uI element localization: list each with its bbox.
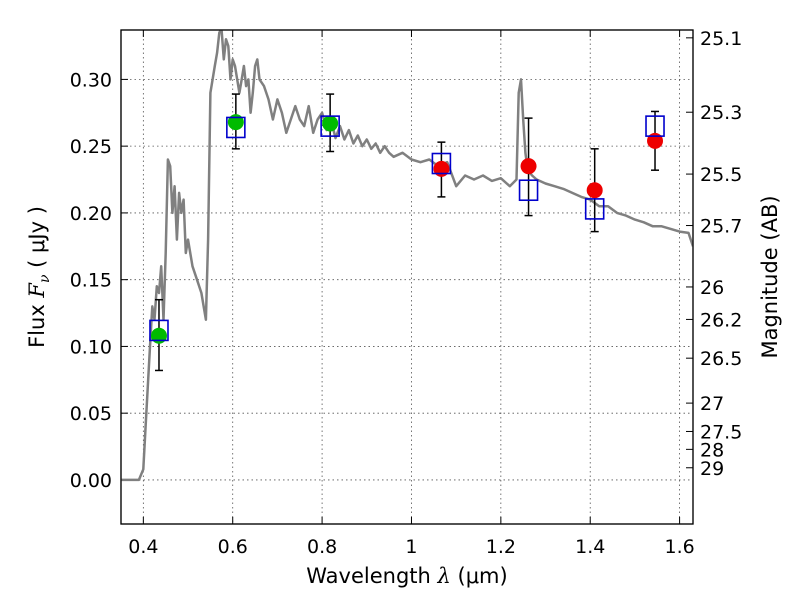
y2-tick-label: 25.3	[700, 102, 742, 124]
plot-frame-border	[120, 29, 694, 525]
y-tick-label: 0.05	[70, 403, 112, 425]
green-data-point	[227, 114, 244, 131]
red-data-point	[647, 132, 664, 149]
data-layer	[121, 30, 693, 482]
y-tick-label: 0.30	[70, 69, 112, 91]
x-tick-label: 0.4	[128, 536, 158, 558]
y2-tick-label: 27	[700, 393, 724, 415]
blue-model-box	[645, 115, 665, 137]
y-tick-label: 0.25	[70, 136, 112, 158]
y2-tick-label: 26.2	[700, 309, 742, 331]
x-tick-label: 0.8	[307, 536, 337, 558]
blue-model-box	[518, 179, 539, 202]
y-tick-label: 0.20	[70, 203, 112, 225]
green-data-point	[150, 327, 167, 344]
y2-tick-label: 28	[700, 439, 724, 461]
y-tick-label: 0.15	[70, 270, 112, 292]
ticks: 0.4 0.6 0.8 1 1.2 1.4 1.6 0.00 0.05 0.10 0.15 0.20 0…	[70, 28, 743, 558]
y2-tick-label: 27.5	[700, 421, 742, 443]
y-axis-title: Flux Fν ( μJy )	[25, 206, 53, 348]
green-data-point	[322, 115, 339, 132]
blue-model-box	[320, 115, 340, 137]
blue-model-box	[226, 116, 246, 139]
blue-model-box	[149, 319, 169, 342]
x-tick-label: 0.6	[218, 536, 248, 558]
y-tick-label: 0.10	[70, 336, 112, 358]
x-tick-label: 1.4	[575, 536, 605, 558]
x-tick-label: 1.2	[486, 536, 516, 558]
y2-tick-label: 26	[700, 277, 724, 299]
red-data-point	[586, 182, 603, 199]
y2-tick-label: 25.5	[700, 164, 742, 186]
plot-frame	[120, 29, 694, 525]
y2-tick-label: 26.5	[700, 348, 742, 370]
x-tick-label: 1	[405, 536, 417, 558]
x-axis-title: Wavelength λ (μm)	[306, 564, 507, 588]
y-tick-label: 0.00	[70, 470, 112, 492]
blue-model-box	[584, 198, 605, 220]
x-tick-label: 1.6	[664, 536, 694, 558]
y2-tick-label: 25.1	[700, 28, 742, 50]
y2-tick-label: 25.7	[700, 216, 742, 238]
y2-axis-title: Magnitude (AB)	[758, 195, 782, 358]
red-data-point	[433, 160, 450, 177]
blue-model-box	[431, 152, 452, 175]
y2-tick-label: 29	[700, 458, 724, 480]
red-data-point	[520, 158, 537, 175]
